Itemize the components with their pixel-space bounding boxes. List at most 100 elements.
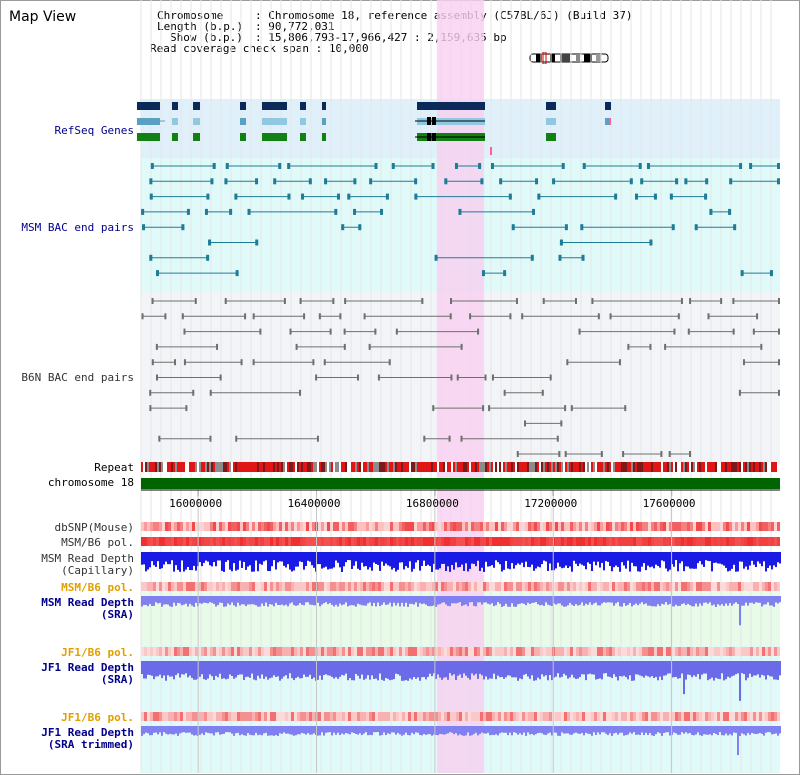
depth-bar [251, 726, 253, 736]
label-msm-b6-pol-1[interactable]: MSM/B6 pol. [61, 536, 134, 549]
gene-mid [193, 118, 200, 125]
pol-cell [432, 582, 435, 591]
pol-cell [228, 712, 231, 721]
gene-mid [240, 118, 246, 125]
depth-bar [663, 726, 665, 734]
depth-bar [465, 726, 467, 736]
label-b6n-bac[interactable]: B6N BAC end pairs [21, 371, 134, 384]
label-msm-depth-cap[interactable]: MSM Read Depth [41, 552, 134, 565]
label-msm-bac[interactable]: MSM BAC end pairs [21, 221, 134, 234]
pol-cell [486, 582, 489, 591]
pol-cell [768, 647, 771, 656]
depth-bar [689, 661, 691, 675]
pol-cell [765, 522, 768, 531]
pol-cell [327, 537, 330, 546]
depth-bar [699, 661, 701, 680]
repeat-cell [741, 462, 743, 472]
pol-cell [462, 537, 465, 546]
depth-bar [723, 661, 725, 681]
label-repeat[interactable]: Repeat [94, 461, 134, 474]
depth-bar [765, 661, 767, 680]
depth-bar [649, 726, 651, 733]
depth-bar [755, 596, 757, 603]
repeat-cell [315, 462, 317, 472]
depth-bar [401, 596, 403, 603]
repeat-cell [155, 462, 157, 472]
depth-bar [439, 661, 441, 678]
bac-end [460, 343, 463, 350]
pol-cell [237, 712, 240, 721]
pol-cell [684, 647, 687, 656]
depth-bar [293, 661, 295, 681]
coverage-key: Read coverage check span [150, 42, 309, 55]
depth-bar [307, 552, 309, 561]
label-dbsnp[interactable]: dbSNP(Mouse) [54, 521, 134, 534]
repeat-cell [405, 462, 407, 472]
pol-cell [747, 537, 750, 546]
depth-bar [741, 552, 743, 562]
pol-cell [420, 522, 423, 531]
depth-bar [745, 661, 747, 681]
repeat-cell [327, 462, 329, 472]
bac-end [689, 451, 692, 457]
depth-bar [359, 661, 361, 679]
depth-bar [733, 552, 735, 565]
repeat-cell [555, 462, 557, 472]
depth-bar [773, 661, 775, 680]
pol-cell [717, 582, 720, 591]
bac-end [444, 178, 448, 185]
pol-cell [432, 647, 435, 656]
repeat-cell [391, 462, 393, 472]
pol-cell [399, 522, 402, 531]
pol-cell [453, 537, 456, 546]
depth-bar [241, 726, 243, 735]
depth-bar [683, 661, 685, 695]
bac-end [273, 178, 277, 185]
pol-cell [318, 537, 321, 546]
pol-cell [141, 647, 144, 656]
pol-cell [348, 647, 351, 656]
label-jf1-b6-pol-1[interactable]: JF1/B6 pol. [61, 646, 134, 659]
pol-cell [690, 582, 693, 591]
pol-cell [357, 712, 360, 721]
label-jf1-depth[interactable]: JF1 Read Depth [41, 661, 134, 674]
chromosome-ideogram[interactable] [528, 52, 610, 64]
label-jf1-b6-pol-2[interactable]: JF1/B6 pol. [61, 711, 134, 724]
pol-cell [474, 522, 477, 531]
depth-bar [455, 552, 457, 563]
depth-bar [667, 661, 669, 674]
depth-bar [631, 726, 633, 734]
depth-bar [251, 596, 253, 605]
pol-cell [600, 712, 603, 721]
pol-cell [237, 582, 240, 591]
label-msm-depth-sra[interactable]: MSM Read Depth [41, 596, 134, 609]
label-msm-b6-pol-2[interactable]: MSM/B6 pol. [61, 581, 134, 594]
bac-end [141, 208, 145, 215]
depth-bar [421, 596, 423, 605]
pol-cell [642, 582, 645, 591]
pol-cell [660, 582, 663, 591]
repeat-cell [347, 462, 349, 472]
depth-bar [389, 661, 391, 681]
pol-cell [486, 522, 489, 531]
depth-bar [251, 661, 253, 674]
label-jf1-depth-trim[interactable]: JF1 Read Depth [41, 726, 134, 739]
pol-cell [282, 647, 285, 656]
label-refseq-genes[interactable]: RefSeq Genes [54, 124, 134, 137]
depth-bar [141, 661, 143, 674]
pol-cell [522, 647, 525, 656]
pol-cell [696, 522, 699, 531]
depth-bar [213, 661, 215, 680]
depth-bar [553, 596, 555, 604]
pol-cell [204, 522, 207, 531]
depth-bar [375, 726, 377, 733]
depth-bar [267, 661, 269, 680]
depth-bar [169, 726, 171, 734]
repeat-cell [471, 462, 473, 472]
depth-bar [379, 726, 381, 736]
pol-cell [465, 712, 468, 721]
depth-bar [743, 726, 745, 735]
pol-cell [186, 522, 189, 531]
pol-cell [660, 712, 663, 721]
